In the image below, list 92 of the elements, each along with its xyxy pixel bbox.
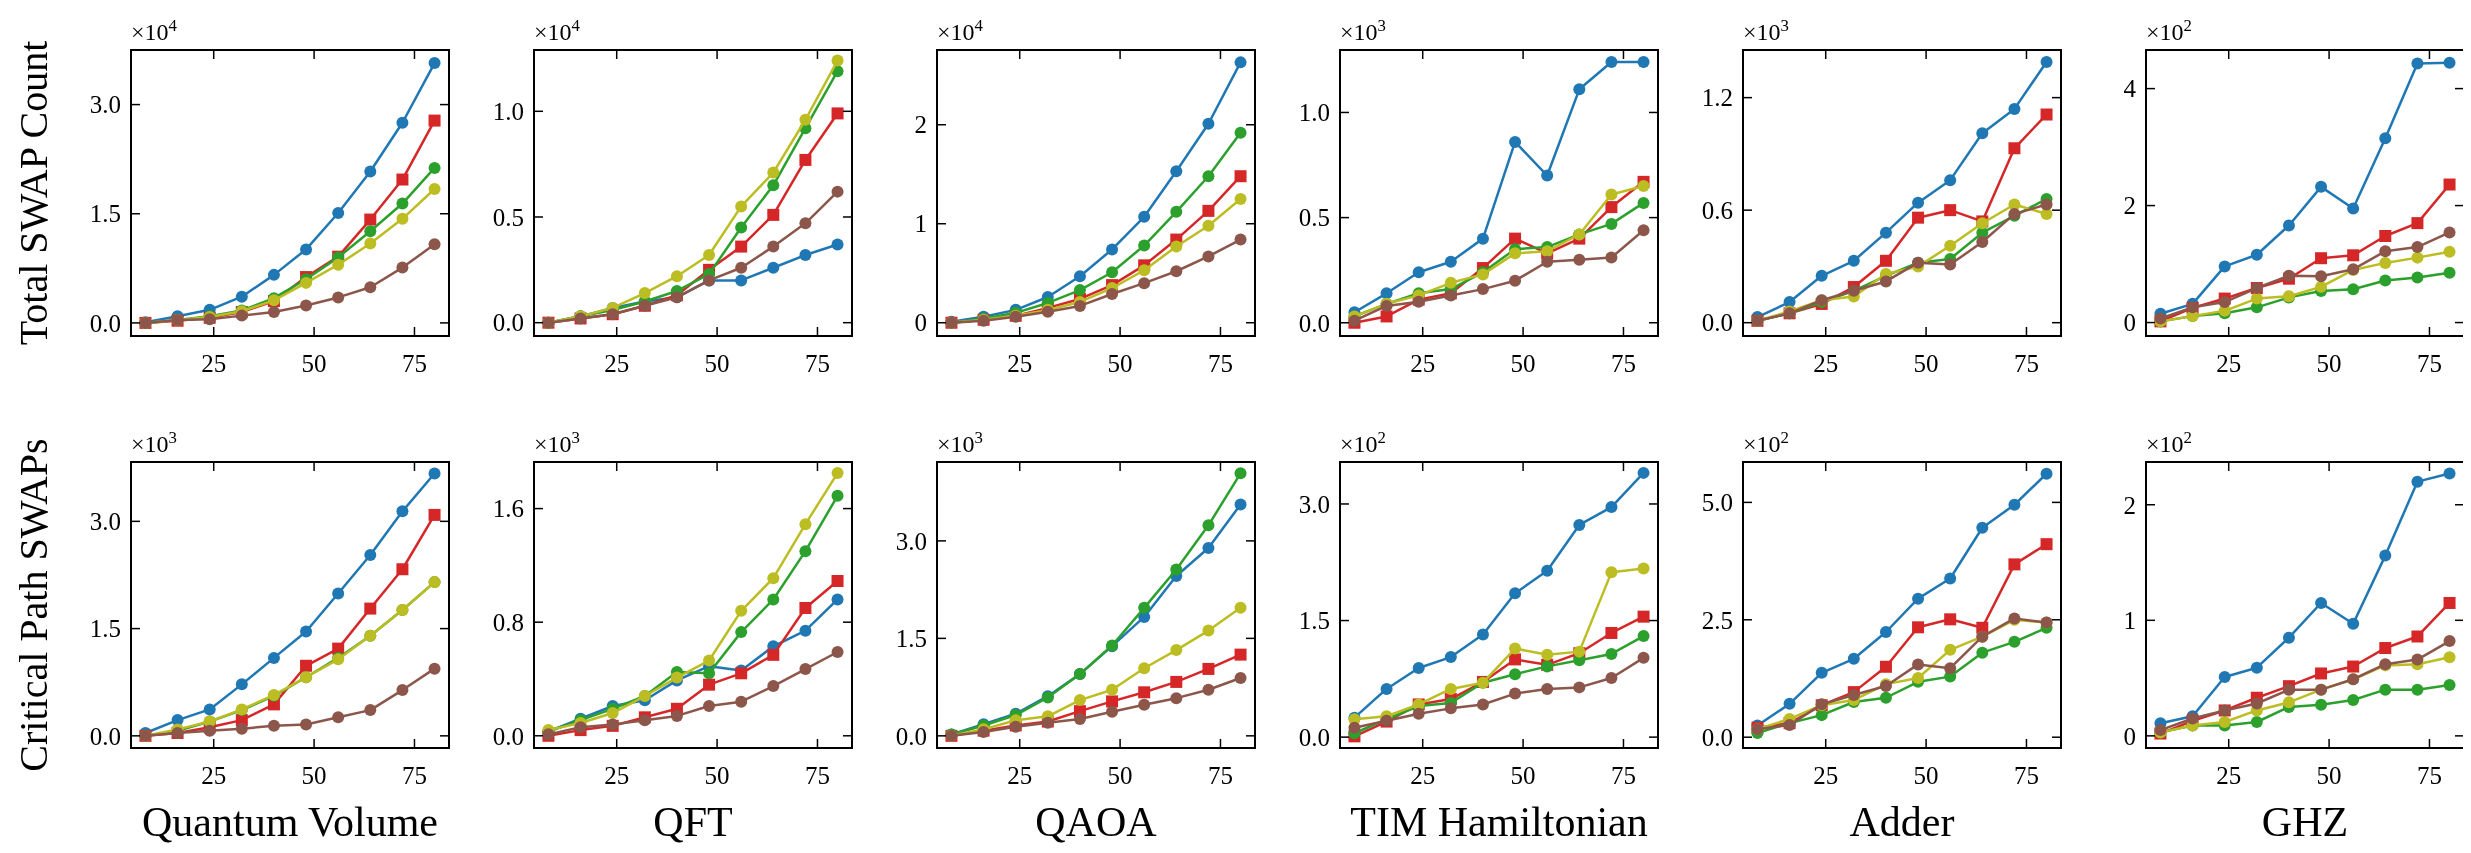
x-tick-label: 50 [704, 350, 730, 377]
y-tick-label: 2.5 [1701, 606, 1733, 634]
text: ×10$^{3}$ [937, 427, 983, 457]
x-tick-label: 75 [1207, 350, 1233, 377]
x-tick-label: 25 [1813, 762, 1839, 789]
x-tick-label: 25 [2216, 762, 2242, 789]
x-tick-label: 25 [604, 762, 630, 789]
y-tick-label: 3.0 [89, 508, 121, 536]
y-tick-label: 0 [914, 309, 927, 337]
x-axis-title: Adder [1849, 799, 1955, 845]
text: ×10$^{3}$ [1743, 15, 1789, 45]
y-tick-label: 0.0 [492, 309, 524, 337]
text: ×10$^{3}$ [1340, 15, 1386, 45]
x-tick-label: 25 [1410, 762, 1436, 789]
x-tick-label: 25 [1813, 350, 1839, 377]
y-tick-label: 1 [914, 210, 927, 238]
y-tick-label: 0.0 [1701, 309, 1733, 337]
y-tick-label: 0 [2123, 722, 2136, 750]
y-tick-label: 0.0 [1701, 723, 1733, 751]
x-tick-label: 75 [401, 350, 427, 377]
y-tick-label: 0.8 [492, 608, 524, 636]
y-tick-label: 1.5 [89, 615, 121, 643]
y-tick-label: 0.6 [1701, 196, 1733, 224]
x-tick-label: 50 [1510, 762, 1536, 789]
x-tick-label: 50 [1913, 350, 1939, 377]
text: ×10$^{2}$ [2146, 427, 2192, 457]
x-tick-label: 50 [301, 350, 327, 377]
x-tick-label: 50 [2316, 350, 2342, 377]
y-tick-label: 0.5 [492, 203, 524, 231]
y-tick-label: 0.0 [89, 309, 121, 337]
x-tick-label: 75 [1610, 350, 1636, 377]
y-tick-label: 1 [2123, 607, 2136, 635]
x-tick-label: 50 [1107, 762, 1133, 789]
y-tick-label: 3.0 [89, 91, 121, 119]
x-axis-title: TIM Hamiltonian [1350, 799, 1648, 845]
text: ×10$^{4}$ [131, 15, 178, 45]
x-tick-label: 75 [1610, 762, 1636, 789]
text: ×10$^{4}$ [534, 15, 581, 45]
y-axis-title: Critical Path SWAPs [11, 438, 56, 772]
x-tick-label: 75 [2416, 762, 2442, 789]
x-axis-title: GHZ [2261, 799, 2349, 845]
x-tick-label: 50 [704, 762, 730, 789]
y-tick-label: 5.0 [1701, 489, 1733, 517]
x-tick-label: 25 [1007, 350, 1033, 377]
y-tick-label: 4 [2123, 75, 2137, 103]
y-tick-label: 2 [914, 111, 927, 139]
x-tick-label: 75 [804, 762, 830, 789]
x-tick-label: 50 [1107, 350, 1133, 377]
x-tick-label: 75 [2013, 350, 2039, 377]
text: ×10$^{4}$ [937, 15, 984, 45]
y-tick-label: 1.0 [1298, 99, 1330, 127]
y-tick-label: 0 [2123, 309, 2136, 337]
x-tick-label: 75 [2416, 350, 2442, 377]
x-axis-title: Quantum Volume [142, 799, 438, 845]
x-axis-title: QAOA [1035, 799, 1158, 845]
x-tick-label: 25 [201, 350, 227, 377]
x-tick-label: 75 [804, 350, 830, 377]
y-tick-label: 0.0 [895, 722, 927, 750]
y-tick-label: 1.5 [89, 200, 121, 228]
y-tick-label: 1.6 [492, 495, 524, 523]
x-tick-label: 25 [201, 762, 227, 789]
x-tick-label: 50 [2316, 762, 2342, 789]
x-tick-label: 25 [1410, 350, 1436, 377]
x-tick-label: 75 [401, 762, 427, 789]
text: ×10$^{2}$ [1340, 427, 1386, 457]
y-tick-label: 3.0 [1298, 490, 1330, 518]
text: ×10$^{3}$ [131, 427, 177, 457]
y-tick-label: 1.5 [1298, 607, 1330, 635]
y-tick-label: 0.5 [1298, 204, 1330, 232]
y-tick-label: 0.0 [89, 722, 121, 750]
y-tick-label: 1.5 [895, 625, 927, 653]
y-tick-label: 2 [2123, 491, 2136, 519]
y-tick-label: 1.0 [492, 98, 524, 126]
x-tick-label: 25 [1007, 762, 1033, 789]
x-tick-label: 75 [2013, 762, 2039, 789]
y-tick-label: 0.0 [1298, 723, 1330, 751]
x-tick-label: 25 [604, 350, 630, 377]
y-tick-label: 1.2 [1701, 84, 1733, 112]
y-tick-label: 3.0 [895, 527, 927, 555]
x-tick-label: 50 [301, 762, 327, 789]
x-tick-label: 50 [1510, 350, 1536, 377]
text: ×10$^{2}$ [2146, 15, 2192, 45]
x-tick-label: 25 [2216, 350, 2242, 377]
y-tick-label: 0.0 [1298, 309, 1330, 337]
text: ×10$^{3}$ [534, 427, 580, 457]
y-tick-label: 2 [2123, 192, 2136, 220]
x-tick-label: 50 [1913, 762, 1939, 789]
y-tick-label: 0.0 [492, 722, 524, 750]
x-tick-label: 75 [1207, 762, 1233, 789]
x-axis-title: QFT [653, 799, 733, 845]
text: ×10$^{2}$ [1743, 427, 1789, 457]
y-axis-title: Total SWAP Count [11, 40, 56, 346]
